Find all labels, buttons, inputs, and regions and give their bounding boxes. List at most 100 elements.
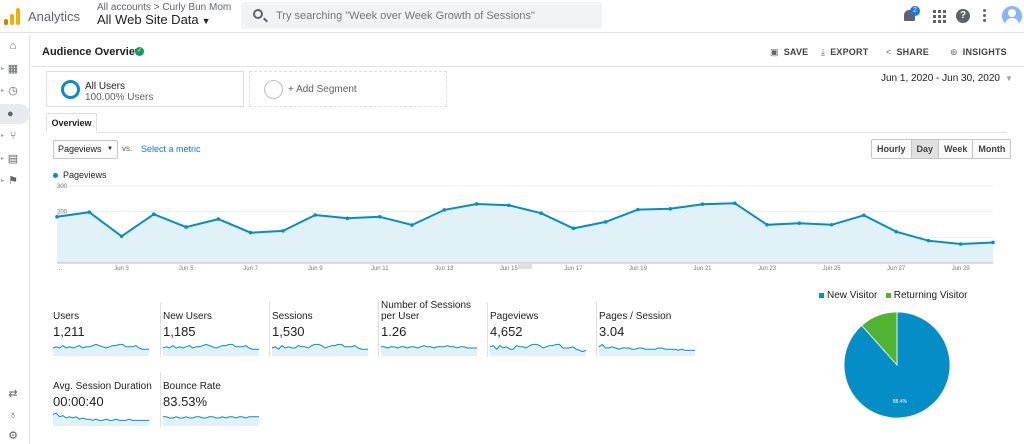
metric-label: Pageviews bbox=[490, 311, 539, 322]
metric-tile[interactable]: Sessions 1,530 bbox=[269, 302, 374, 357]
sparkline-line bbox=[163, 416, 259, 419]
view-selector[interactable]: All Web Site Data ▼ bbox=[97, 12, 211, 27]
x-tick-label: Jun 19 bbox=[629, 266, 648, 272]
data-point bbox=[539, 211, 543, 216]
granularity-month[interactable]: Month bbox=[978, 144, 1006, 154]
notifications-bell-icon[interactable]: 2 bbox=[903, 6, 920, 23]
data-point bbox=[668, 207, 673, 211]
help-icon[interactable]: ? bbox=[956, 9, 970, 23]
x-tick-label: Jun 5 bbox=[179, 266, 194, 272]
segment-ring-icon bbox=[61, 80, 80, 99]
search-icon bbox=[253, 9, 263, 19]
data-point bbox=[281, 229, 285, 233]
audience-person-icon[interactable]: ● bbox=[0, 104, 30, 124]
verified-check-icon: ✓ bbox=[135, 47, 144, 56]
tab-overview[interactable]: Overview bbox=[46, 113, 97, 133]
metric-sparkline bbox=[599, 343, 695, 356]
more-vert-icon[interactable] bbox=[983, 9, 987, 23]
pie-data-label: 88.4% bbox=[893, 399, 908, 405]
visitor-pie-chart[interactable]: 88.4% bbox=[842, 310, 952, 420]
legend-new-visitor[interactable]: New Visitor bbox=[827, 290, 878, 301]
caret-down-icon: ▼ bbox=[107, 146, 113, 152]
save-icon: ▣ bbox=[770, 47, 779, 57]
x-tick-label: Jun 17 bbox=[564, 266, 583, 272]
metric-value: 4,652 bbox=[490, 324, 523, 339]
sparkline-line bbox=[163, 343, 259, 350]
data-point bbox=[894, 229, 898, 234]
customization-icon[interactable]: ▸ ▦ bbox=[1, 63, 19, 75]
metric-dropdown[interactable]: Pageviews ▼ bbox=[53, 140, 118, 159]
metric-sparkline bbox=[490, 343, 587, 356]
left-nav: ⌂ ▸ ▦ ▸ ◷ ● ▸ ⑂ ▸ ▤ ▸ ⚑ ⇄ ♁ ⚙ bbox=[0, 34, 30, 444]
notification-badge: 2 bbox=[910, 6, 920, 16]
metric-value: 1,211 bbox=[53, 324, 85, 339]
metric-tile[interactable]: Number of Sessions per User 1.26 bbox=[378, 300, 483, 357]
legend-swatch-new bbox=[819, 292, 824, 298]
legend-returning-visitor[interactable]: Returning Visitor bbox=[893, 290, 968, 301]
metric-label: Bounce Rate bbox=[163, 381, 221, 392]
sparkline-area bbox=[381, 345, 477, 356]
segment-all-users[interactable]: All Users 100.00% Users bbox=[46, 71, 244, 107]
granularity-week[interactable]: Week bbox=[939, 140, 974, 158]
share-button[interactable]: < SHARE bbox=[886, 47, 929, 57]
behavior-icon[interactable]: ▸ ▤ bbox=[1, 153, 19, 165]
apps-grid-icon[interactable] bbox=[932, 9, 946, 23]
granularity-hourly[interactable]: Hourly bbox=[872, 140, 912, 158]
metric-tile[interactable]: New Users 1,185 bbox=[160, 302, 265, 357]
chart-resize-handle bbox=[518, 264, 532, 269]
sparkline-line bbox=[490, 343, 587, 353]
realtime-clock-icon[interactable]: ▸ ◷ bbox=[1, 85, 18, 97]
discover-lightbulb-icon[interactable]: ♁ bbox=[8, 409, 18, 421]
tab-divider bbox=[46, 132, 1006, 133]
granularity-day[interactable]: Day bbox=[911, 140, 940, 158]
home-icon[interactable]: ⌂ bbox=[9, 40, 17, 52]
metric-tile[interactable]: Users 1,211 bbox=[51, 302, 156, 357]
x-tick-label: Jun 13 bbox=[435, 266, 454, 272]
report-header: Audience Overview ✓ ▣ SAVE ⤓ EXPORT < SHARE… bbox=[31, 34, 1024, 67]
save-button[interactable]: ▣ SAVE bbox=[770, 47, 809, 57]
avatar[interactable] bbox=[1002, 6, 1022, 26]
data-point bbox=[958, 242, 963, 246]
data-point bbox=[507, 203, 511, 208]
metric-sparkline bbox=[53, 412, 149, 426]
add-segment-label: + Add Segment bbox=[288, 84, 357, 95]
data-point bbox=[862, 213, 866, 218]
data-point bbox=[152, 212, 156, 217]
data-point bbox=[119, 234, 124, 239]
attribution-icon[interactable]: ⇄ bbox=[8, 388, 18, 400]
admin-gear-icon[interactable]: ⚙ bbox=[8, 430, 18, 442]
export-button[interactable]: ⤓ EXPORT bbox=[821, 47, 869, 57]
metric-value: 1,530 bbox=[272, 324, 305, 339]
account-path[interactable]: All accounts > Curly Bun Mom bbox=[97, 2, 232, 13]
date-range-picker[interactable]: Jun 1, 2020 - Jun 30, 2020 ▼ bbox=[881, 73, 1013, 84]
add-segment-button[interactable]: + Add Segment bbox=[249, 71, 447, 107]
insights-button[interactable]: ⊛ INSIGHTS bbox=[950, 47, 1007, 57]
metric-tile[interactable]: Bounce Rate 83.53% bbox=[160, 372, 265, 427]
x-tick-label: Jun 21 bbox=[694, 266, 713, 272]
top-bar: Analytics All accounts > Curly Bun Mom A… bbox=[0, 0, 1024, 33]
y-tick-label: 200 bbox=[57, 210, 68, 216]
x-tick-label: Jun 27 bbox=[887, 266, 906, 272]
data-point bbox=[377, 215, 382, 219]
vs-label: vs. bbox=[122, 144, 133, 153]
select-metric-link[interactable]: Select a metric bbox=[141, 144, 201, 154]
metric-tile[interactable]: Pageviews 4,652 bbox=[487, 302, 592, 357]
analytics-logo-icon[interactable] bbox=[4, 8, 20, 25]
conversions-flag-icon[interactable]: ▸ ⚑ bbox=[1, 175, 18, 187]
metric-value: 3.04 bbox=[599, 324, 625, 339]
metric-value: 1.26 bbox=[381, 324, 407, 339]
data-point bbox=[442, 208, 447, 212]
search-box[interactable]: Try searching "Week over Week Growth of … bbox=[241, 2, 602, 29]
metric-tile[interactable]: Pages / Session 3.04 bbox=[596, 302, 701, 357]
x-tick-label: Jun 3 bbox=[114, 266, 129, 272]
data-point bbox=[603, 220, 608, 224]
data-point bbox=[829, 222, 834, 227]
metric-tile[interactable]: Avg. Session Duration 00:00:40 bbox=[51, 372, 156, 427]
data-point bbox=[345, 216, 350, 221]
pageviews-area bbox=[57, 203, 993, 263]
metric-label: Pages / Session bbox=[599, 311, 672, 322]
data-point bbox=[216, 217, 221, 221]
acquisition-icon[interactable]: ▸ ⑂ bbox=[1, 130, 17, 142]
chart-legend: Pageviews bbox=[53, 170, 107, 180]
